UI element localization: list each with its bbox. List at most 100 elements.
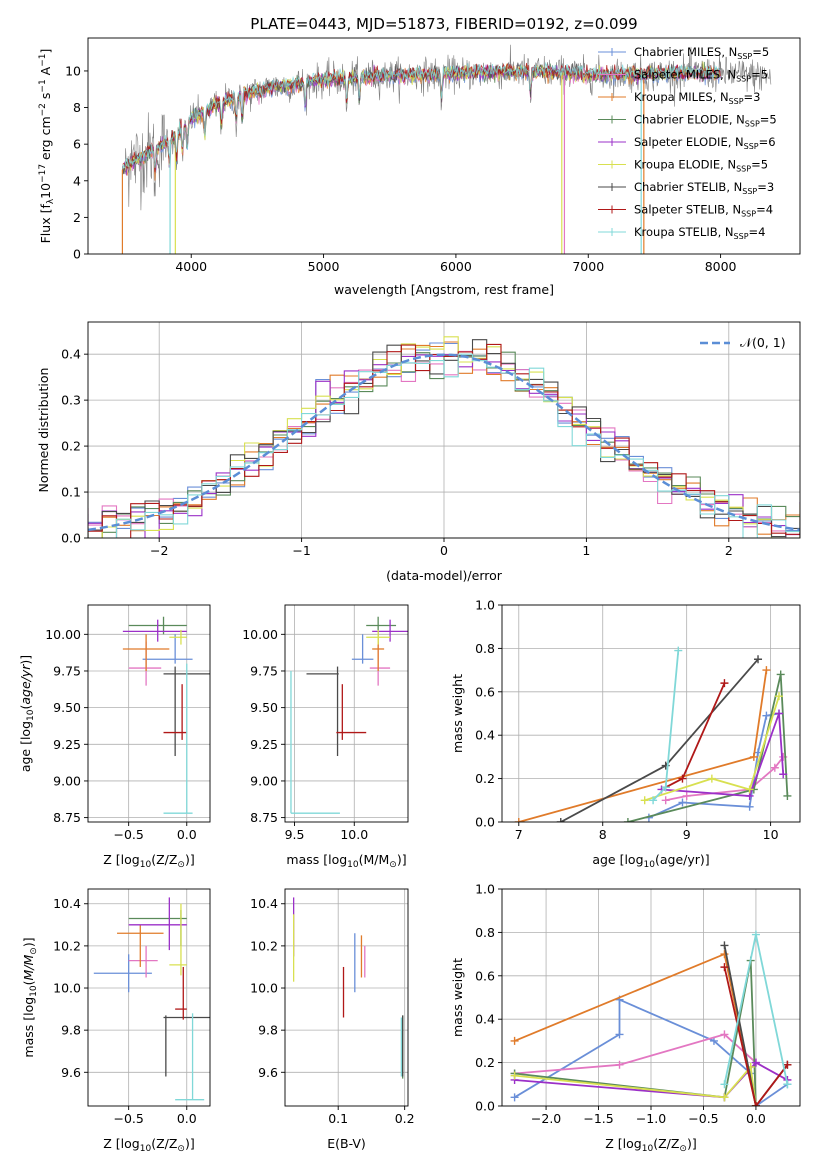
- legend-label: Kroupa ELODIE, NSSP=5: [634, 158, 768, 174]
- legend-label-sub: SSP: [741, 210, 756, 219]
- legend-label: Kroupa STELIB, NSSP=4: [634, 225, 765, 241]
- legend-label: 𝒩(0, 1): [740, 335, 786, 350]
- y-tick-label: 0.0: [475, 815, 495, 830]
- y-tick-label: 0.1: [61, 485, 81, 500]
- x-tick-label: 0.0: [177, 1111, 197, 1126]
- mass-weight-point: [720, 941, 729, 950]
- x-axis-label: Z [log10(Z/Z⊙)]: [103, 852, 194, 870]
- plot-area: [122, 616, 210, 814]
- label-part: (Z/Z: [151, 852, 177, 867]
- y-tick-label: 0.6: [475, 684, 495, 699]
- mass-weight-point: [751, 1102, 760, 1106]
- y-tick-label: 10.0: [53, 981, 81, 996]
- x-tick-label: −2: [150, 543, 168, 558]
- y-tick-label: 9.00: [250, 773, 278, 788]
- x-tick-label: 9: [683, 827, 691, 842]
- mass-weight-point: [514, 818, 523, 822]
- label-part: age/yr: [18, 664, 33, 705]
- mass-weight-point: [720, 963, 729, 972]
- x-axis-label: wavelength [Angstrom, rest frame]: [334, 282, 554, 297]
- x-tick-label: −1.0: [636, 1111, 666, 1126]
- label-part: (M/M: [359, 852, 390, 867]
- mass-vs-metallicity-panel: −0.5 0.09.69.810.010.210.4Z [log10(Z/Z⊙)]…: [21, 888, 211, 1154]
- label-part: E(B-V): [327, 1136, 366, 1151]
- mass-weight-point: [783, 1060, 792, 1069]
- y-axis-label: mass [log10(M/M⊙)]: [21, 937, 39, 1057]
- legend-label-name: Salpeter ELODIE, N: [634, 135, 744, 149]
- mass-weight-point: [510, 1036, 519, 1045]
- y-tick-label: 9.6: [258, 1065, 278, 1080]
- x-tick-label: −0.5: [113, 1111, 143, 1126]
- legend-label-name: Kroupa ELODIE, N: [634, 158, 736, 172]
- label-part: mass [log: [286, 852, 347, 867]
- y-tick-label: 9.25: [250, 737, 278, 752]
- y-tick-label: 0: [73, 247, 81, 262]
- x-tick-label: 0.2: [395, 1111, 415, 1126]
- label-part: age [log: [592, 852, 643, 867]
- legend-label-value: =3: [757, 180, 774, 194]
- flux-spectrum-panel: 4000 5000 6000 7000 8000 0 2 4 6 8 10 Chabrier MILE…: [38, 37, 801, 297]
- x-tick-label: 5000: [308, 259, 340, 274]
- legend-label-sub: SSP: [734, 232, 749, 241]
- label-part: ]: [38, 49, 53, 54]
- label-part: (: [21, 980, 36, 985]
- y-tick-label: 0.0: [61, 531, 81, 546]
- label-part: (data-model)/error: [386, 568, 503, 583]
- label-part: age [log: [18, 721, 33, 772]
- mass-weight-vs-metallicity-panel: −2.0 −1.5 −1.0 −0.5 0.0 0.0 0.2 0.4 0.6 0.8 1.0 Z […: [450, 882, 801, 1154]
- y-tick-label: 9.8: [258, 1023, 278, 1038]
- mass-weight-point: [623, 818, 632, 822]
- y-tick-label: 0.4: [475, 728, 495, 743]
- y-tick-label: 1.0: [475, 598, 495, 613]
- mass-weight-point: [678, 798, 687, 807]
- y-tick-label: 9.00: [53, 773, 81, 788]
- label-part: s: [38, 93, 53, 104]
- mass-weight-point: [674, 646, 683, 655]
- figure-title: PLATE=0443, MJD=51873, FIBERID=0192, z=0…: [250, 15, 637, 33]
- x-axis-label: (data-model)/error: [386, 568, 503, 583]
- mass-weight-line: [723, 966, 789, 1106]
- mass-weight-point: [640, 796, 649, 805]
- label-part: Z [log: [103, 1136, 139, 1151]
- y-tick-label: 0.0: [475, 1099, 495, 1114]
- label-part: ⊙: [177, 860, 185, 870]
- mass-weight-line: [644, 695, 780, 802]
- y-tick-label: 0.4: [475, 1012, 495, 1027]
- axes-frame: [284, 604, 409, 823]
- label-part: −1: [38, 79, 48, 92]
- label-part: Z [log: [605, 1136, 641, 1151]
- y-tick-label: 0.2: [61, 439, 81, 454]
- axes-frame: [501, 604, 801, 823]
- label-part: λ: [46, 198, 56, 204]
- legend-label: Chabrier STELIB, NSSP=3: [634, 180, 774, 196]
- y-axis-label: Normed distribution: [36, 368, 51, 493]
- legend-label-value: =5: [751, 158, 768, 172]
- legend-label-value: =4: [749, 225, 766, 239]
- legend-label-sub: SSP: [736, 75, 751, 84]
- x-tick-label: −2.0: [531, 1111, 561, 1126]
- mass-weight-point: [776, 670, 785, 679]
- y-axis-label: age [log10(age/yr)]: [18, 655, 36, 772]
- residual-histogram-panel: −2 −1 0 1 2 0.0 0.1 0.2 0.3 0.4 𝒩(0, 1) (data-model…: [36, 321, 801, 583]
- y-tick-label: 0.8: [475, 925, 495, 940]
- y-tick-label: 10.2: [53, 938, 81, 953]
- label-part: (: [655, 852, 660, 867]
- label-part: 10: [642, 1144, 654, 1154]
- y-tick-label: 6: [73, 137, 81, 152]
- x-tick-label: 0.0: [177, 827, 197, 842]
- age-vs-mass-panel: 9.5 10.0 8.75 9.00 9.25 9.50 9.75 10.00 mass [lo…: [242, 604, 409, 870]
- legend-label: Salpeter MILES, NSSP=5: [634, 68, 768, 84]
- label-part: (: [18, 705, 33, 710]
- y-tick-label: 0.2: [475, 771, 495, 786]
- y-axis-label: Flux [fλ10−17 erg cm−2 s−1 A−1]: [38, 49, 56, 244]
- legend-label-value: =4: [756, 203, 773, 217]
- x-tick-label: −0.5: [688, 1111, 718, 1126]
- y-tick-label: 10.2: [250, 938, 278, 953]
- mass-weight-point: [751, 930, 760, 939]
- x-axis-label: E(B-V): [327, 1136, 366, 1151]
- axes-frame: [87, 604, 211, 823]
- mass-weight-point: [770, 763, 779, 772]
- x-tick-label: 7: [515, 827, 523, 842]
- label-part: 10: [38, 183, 53, 199]
- x-tick-label: 0: [440, 543, 448, 558]
